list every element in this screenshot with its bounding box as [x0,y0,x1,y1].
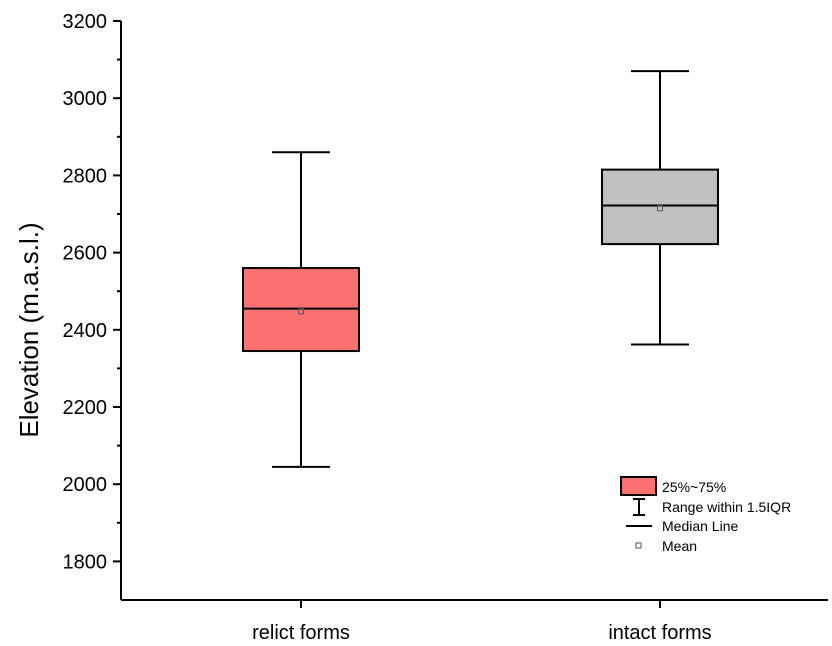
y-tick-label: 2000 [63,474,108,496]
x-axis: relict forms intact forms [252,600,712,644]
y-axis: 1800 2000 2200 2400 2600 2800 3000 3200 [63,11,121,573]
mean-marker [657,205,663,212]
legend-median-label: Median Line [662,518,738,534]
legend-box-swatch [620,476,657,496]
boxes [242,70,719,468]
legend-whisker-label: Range within 1.5IQR [662,499,791,515]
plot-frame [120,21,828,601]
y-tick-label: 1800 [63,551,108,573]
y-tick-label: 3000 [63,88,108,110]
legend-box-label: 25%~75% [662,479,726,495]
y-axis-title: Elevation (m.a.s.l.) [14,222,44,437]
x-tick-label: relict forms [252,622,350,644]
mean-marker [298,308,304,315]
legend: 25%~75% Range within 1.5IQR Median Line … [620,476,791,554]
y-tick-label: 3200 [63,11,108,33]
x-tick-label: intact forms [608,622,711,644]
y-tick-label: 2800 [63,165,108,187]
legend-whisker-symbol [633,498,645,516]
legend-mean-symbol [635,542,642,549]
y-tick-label: 2400 [63,320,108,342]
box-relict [242,151,360,468]
box-intact [601,70,719,346]
y-tick-label: 2200 [63,397,108,419]
iqr-box [601,168,719,246]
legend-mean-label: Mean [662,538,697,554]
y-tick-label: 2600 [63,243,108,265]
